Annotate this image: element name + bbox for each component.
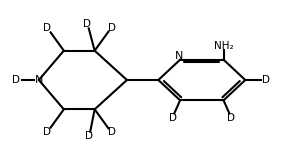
Text: D: D: [43, 127, 51, 136]
Text: D: D: [227, 113, 235, 123]
Text: D: D: [262, 75, 270, 85]
Text: D: D: [108, 127, 116, 136]
Text: D: D: [43, 24, 51, 33]
Text: D: D: [169, 113, 177, 123]
Text: D: D: [83, 20, 91, 29]
Text: N: N: [35, 75, 43, 85]
Text: D: D: [108, 24, 116, 33]
Text: N: N: [174, 51, 183, 61]
Text: D: D: [85, 131, 93, 140]
Text: NH₂: NH₂: [214, 41, 233, 51]
Text: D: D: [12, 75, 20, 85]
